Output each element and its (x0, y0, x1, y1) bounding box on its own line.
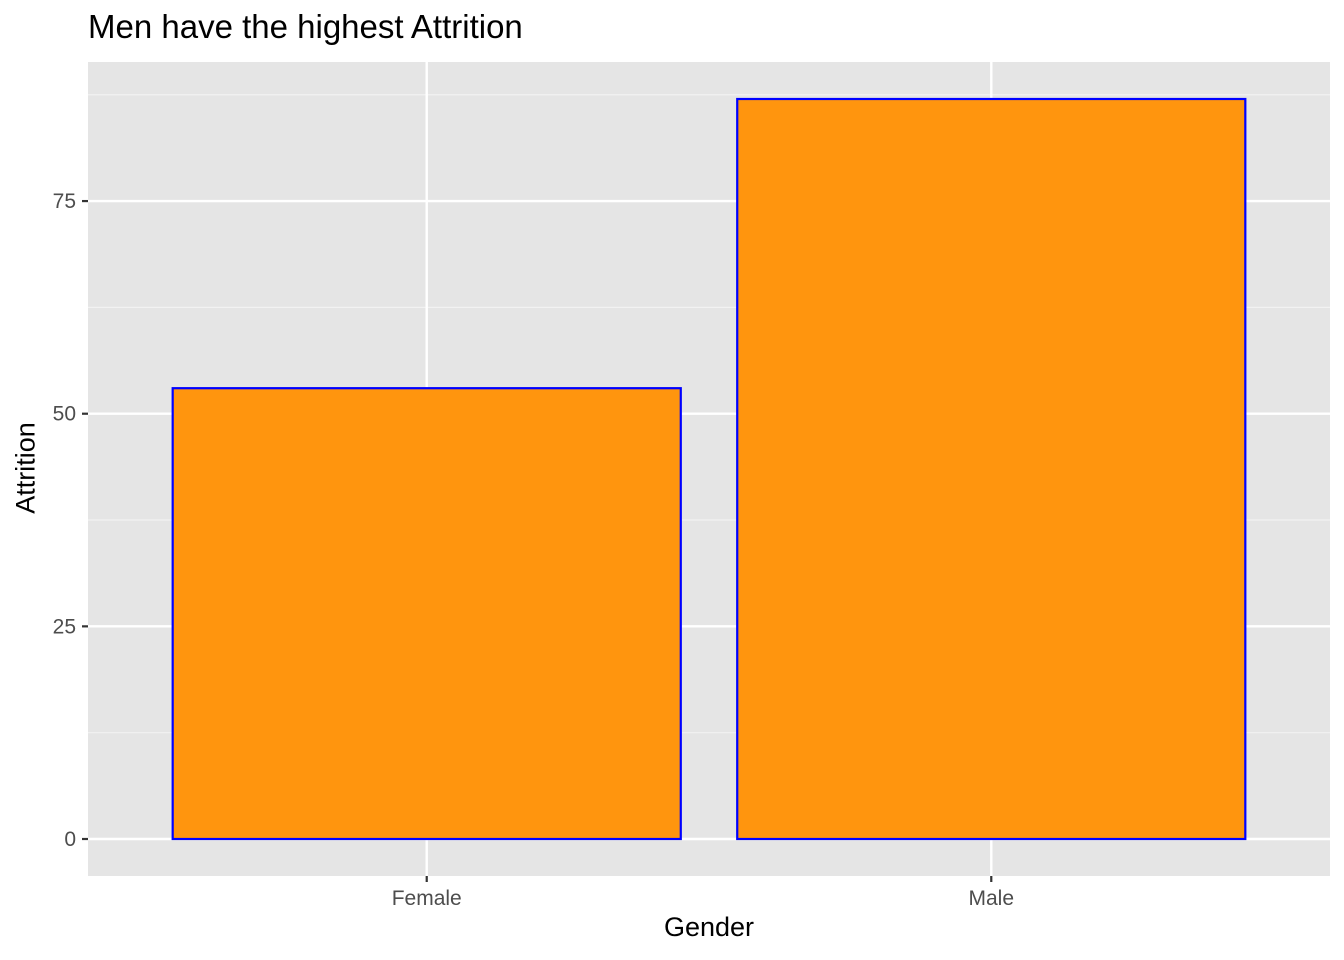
y-tick-label: 25 (53, 615, 76, 638)
y-tick-label: 0 (64, 828, 76, 851)
bar-female (171, 387, 682, 841)
x-tick-label: Male (969, 887, 1015, 910)
y-tick-label: 50 (53, 403, 76, 426)
x-tick-label: Female (392, 887, 462, 910)
bar-male (736, 97, 1247, 841)
chart-title: Men have the highest Attrition (88, 8, 523, 45)
y-tick-label: 75 (53, 190, 76, 213)
x-axis-title: Gender (663, 912, 755, 942)
